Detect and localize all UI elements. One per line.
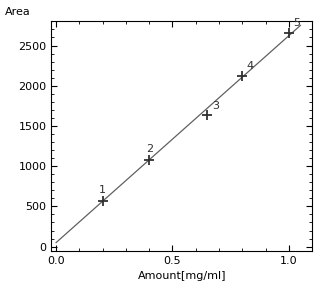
X-axis label: Amount[mg/ml]: Amount[mg/ml] (137, 271, 226, 281)
Text: 5: 5 (293, 18, 300, 28)
Text: Area: Area (4, 7, 30, 17)
Text: 1: 1 (99, 185, 106, 195)
Text: 4: 4 (247, 61, 254, 71)
Text: 3: 3 (212, 101, 219, 111)
Text: 2: 2 (146, 144, 153, 154)
